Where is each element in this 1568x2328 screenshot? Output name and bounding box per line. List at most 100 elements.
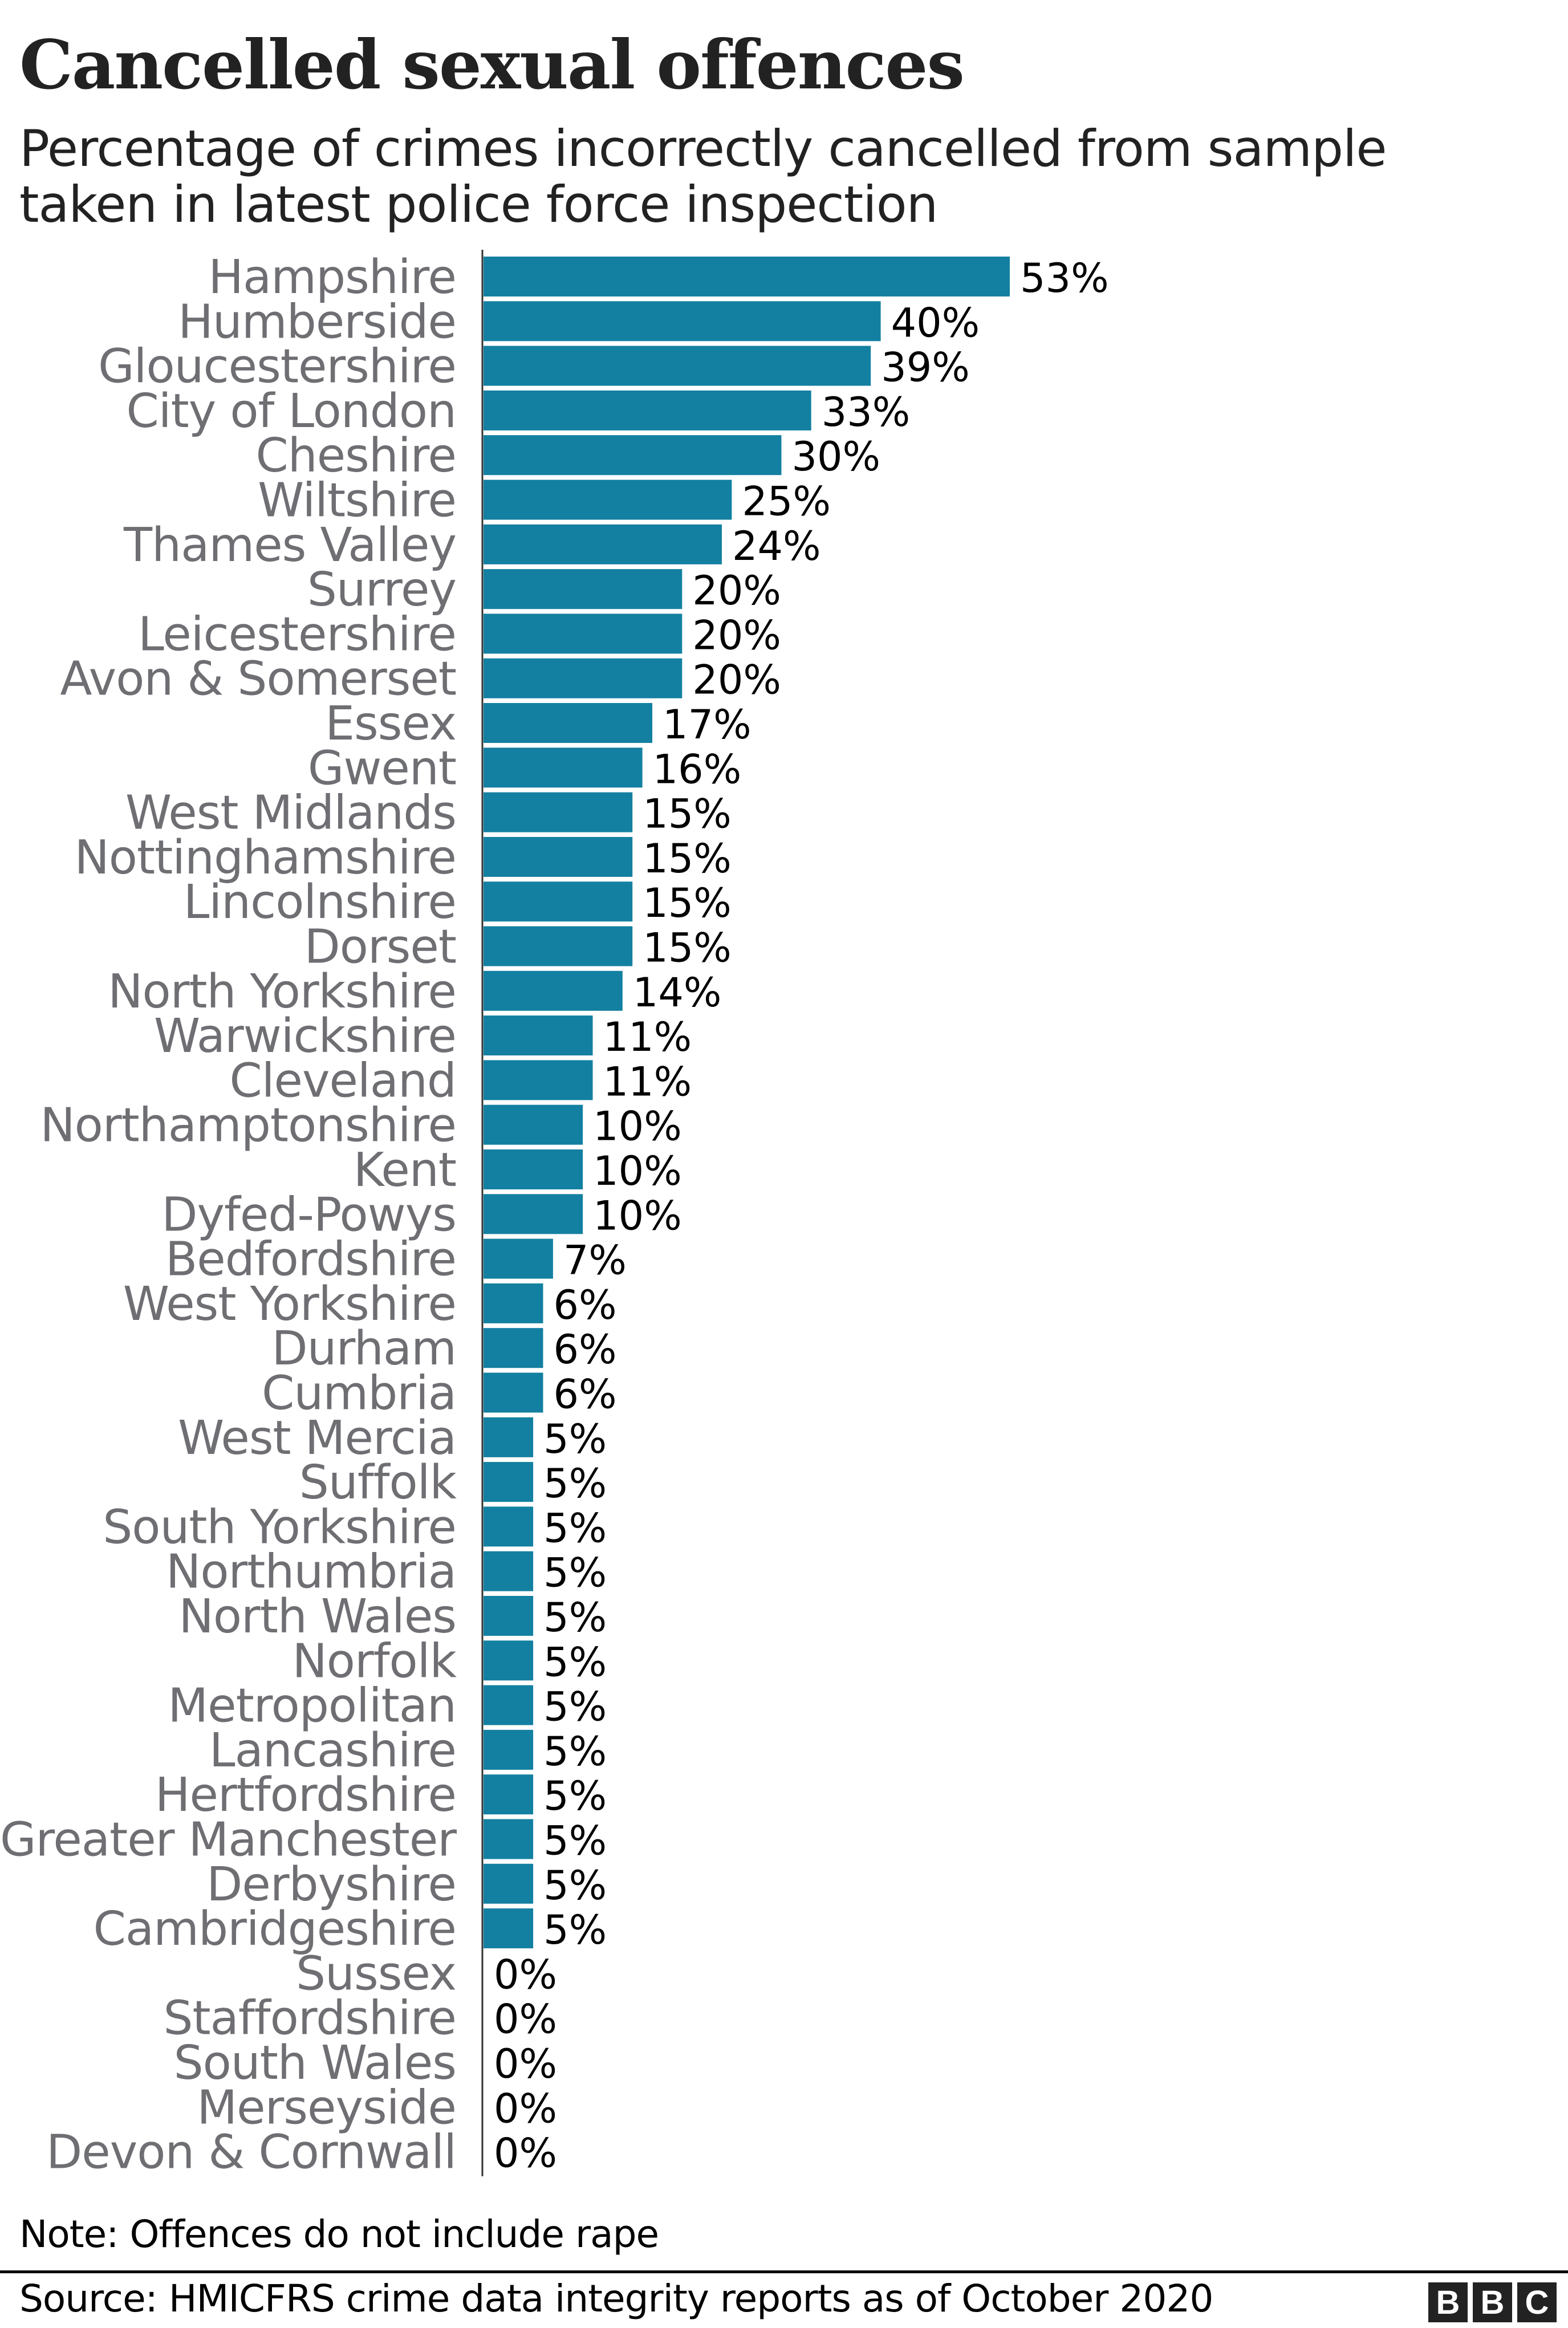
category-label: North Wales <box>179 1590 456 1644</box>
bar <box>484 1774 534 1815</box>
value-label: 15% <box>643 925 732 972</box>
bar <box>484 1060 593 1100</box>
bar <box>484 970 623 1011</box>
value-label: 20% <box>692 612 781 659</box>
value-label: 5% <box>543 1684 607 1730</box>
category-label: Gwent <box>308 741 456 795</box>
bar <box>484 1506 534 1547</box>
bar <box>484 524 722 564</box>
value-label: 25% <box>742 478 831 525</box>
category-label: Kent <box>354 1143 456 1197</box>
bar <box>484 1015 593 1056</box>
bar <box>484 301 881 342</box>
category-label: Northumbria <box>166 1545 456 1599</box>
category-label: Leicestershire <box>138 607 456 661</box>
category-label: Cheshire <box>255 429 456 483</box>
value-label: 33% <box>822 389 911 436</box>
value-label: 30% <box>791 433 880 480</box>
category-label: Essex <box>325 697 456 751</box>
bar <box>484 747 643 788</box>
value-label: 0% <box>494 1996 557 2043</box>
bar <box>484 703 653 743</box>
value-label: 11% <box>603 1058 692 1105</box>
category-label: City of London <box>127 384 456 438</box>
category-label: Durham <box>272 1322 456 1376</box>
value-label: 53% <box>1020 255 1109 302</box>
value-label: 10% <box>593 1148 682 1195</box>
category-label: West Mercia <box>178 1411 456 1465</box>
category-label: South Wales <box>174 2036 456 2090</box>
category-label: Cumbria <box>262 1367 456 1421</box>
category-label: Warwickshire <box>154 1009 456 1063</box>
value-label: 20% <box>692 657 781 704</box>
chart-subtitle: Percentage of crimes incorrectly cancell… <box>19 119 1387 234</box>
category-label: Humberside <box>178 295 456 349</box>
bar <box>484 480 732 520</box>
value-label: 15% <box>643 835 732 882</box>
value-label: 5% <box>543 1594 607 1641</box>
value-label: 5% <box>543 1818 607 1864</box>
bar <box>484 1551 534 1591</box>
value-label: 10% <box>593 1192 682 1239</box>
value-label: 11% <box>603 1014 692 1061</box>
bar <box>484 435 782 476</box>
category-label: Hertfordshire <box>155 1768 456 1822</box>
value-label: 17% <box>663 701 751 748</box>
value-label: 5% <box>543 1550 607 1596</box>
bar <box>484 1640 534 1681</box>
footer-divider <box>0 2270 1568 2273</box>
bar <box>484 569 683 610</box>
bar <box>484 1863 534 1904</box>
bar <box>484 346 871 386</box>
value-label: 6% <box>553 1371 616 1418</box>
value-label: 14% <box>633 969 722 1016</box>
value-label: 7% <box>563 1237 627 1284</box>
value-label: 10% <box>593 1103 682 1150</box>
category-label: Cambridgeshire <box>94 1902 456 1956</box>
category-label: Hampshire <box>208 250 456 304</box>
category-label: Derbyshire <box>206 1858 456 1912</box>
value-label: 0% <box>494 2085 557 2132</box>
category-label: Suffolk <box>299 1456 457 1510</box>
bar <box>484 1283 543 1323</box>
category-label: West Yorkshire <box>123 1277 456 1331</box>
bar <box>484 1417 534 1457</box>
value-label: 39% <box>881 344 970 391</box>
bar <box>484 1372 543 1413</box>
bar <box>484 1685 534 1725</box>
bar <box>484 1328 543 1368</box>
value-label: 16% <box>653 746 742 793</box>
value-label: 24% <box>732 523 821 570</box>
category-label: North Yorkshire <box>108 965 456 1019</box>
category-label: Sussex <box>296 1947 456 2001</box>
category-label: Metropolitan <box>168 1679 456 1733</box>
category-label: Thames Valley <box>123 518 456 572</box>
bar <box>484 658 683 698</box>
chart-title: Cancelled sexual offences <box>19 25 965 104</box>
category-label: Devon & Cornwall <box>46 2126 456 2180</box>
value-label: 5% <box>543 1728 607 1775</box>
bbc-logo: B B C <box>1428 2282 1557 2322</box>
category-label: West Midlands <box>125 786 456 840</box>
bar <box>484 1104 583 1145</box>
bar <box>484 1729 534 1770</box>
value-label: 5% <box>543 1505 607 1551</box>
bar <box>484 836 633 877</box>
value-label: 6% <box>553 1282 616 1328</box>
value-label: 5% <box>543 1907 607 1953</box>
bar <box>484 1149 583 1189</box>
value-label: 15% <box>643 791 732 838</box>
bbc-logo-letter: B <box>1428 2282 1468 2322</box>
category-label: Lincolnshire <box>184 875 456 929</box>
bar-chart: Hampshire 53% Humberside 40% Gloucestershire… <box>0 250 1109 2180</box>
value-label: 20% <box>692 567 781 614</box>
category-label: Dorset <box>304 920 456 974</box>
bar <box>484 926 633 966</box>
chart-source: Source: HMICFRS crime data integrity rep… <box>19 2277 1213 2321</box>
category-label: Wiltshire <box>258 474 456 528</box>
value-label: 5% <box>543 1639 607 1685</box>
bar <box>484 1462 534 1502</box>
bar <box>484 881 633 922</box>
category-label: Greater Manchester <box>0 1813 457 1867</box>
category-label: Nottinghamshire <box>74 831 456 885</box>
